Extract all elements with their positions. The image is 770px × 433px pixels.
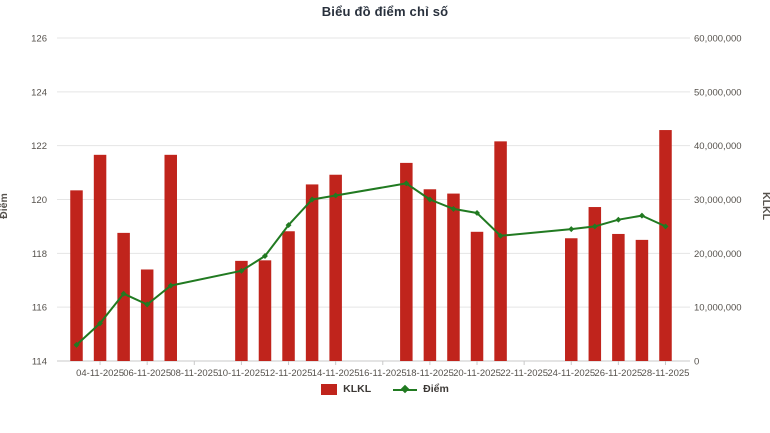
- right-axis-tick-label: 60,000,000: [694, 34, 742, 45]
- diem-point-marker: [568, 226, 575, 233]
- left-axis-tick-label: 120: [31, 195, 47, 206]
- klkl-volume-bar: [612, 233, 625, 361]
- right-axis-tick-label: 30,000,000: [694, 195, 742, 206]
- diem-line-swatch-icon: [393, 384, 418, 395]
- x-axis-tick-label: 14-11-2025: [312, 368, 360, 379]
- left-axis-tick-label: 122: [31, 141, 47, 152]
- left-axis-tick-label: 114: [32, 357, 47, 368]
- klkl-volume-bar: [635, 239, 649, 361]
- right-axis-tick-label: 20,000,000: [694, 249, 742, 260]
- x-axis-tick-label: 04-11-2025: [76, 368, 124, 379]
- left-axis-tick-label: 118: [32, 249, 47, 260]
- legend-item-klkl[interactable]: KLKL: [321, 383, 371, 395]
- klkl-volume-bar: [305, 184, 319, 361]
- klkl-volume-bar: [329, 174, 342, 361]
- right-axis-tick-label: 0: [694, 357, 699, 368]
- x-axis-tick-label: 22-11-2025: [500, 368, 548, 379]
- left-axis-tick-label: 126: [31, 34, 47, 45]
- legend-klkl-label: KLKL: [343, 383, 372, 395]
- diem-point-marker: [615, 216, 622, 223]
- x-axis-tick-label: 16-11-2025: [359, 368, 407, 379]
- legend-item-diem[interactable]: Điểm: [393, 383, 449, 395]
- klkl-volume-bar: [470, 231, 484, 361]
- x-axis-tick-label: 28-11-2025: [642, 368, 690, 379]
- klkl-bar-swatch-icon: [321, 383, 338, 395]
- chart-title: Biểu đồ điểm chỉ số: [321, 4, 449, 19]
- left-axis-tick-label: 124: [31, 87, 47, 98]
- x-axis-tick-label: 20-11-2025: [453, 368, 501, 379]
- klkl-volume-bar: [235, 260, 248, 361]
- diem-index-line: [75, 182, 667, 346]
- legend-diem-label: Điểm: [423, 383, 449, 395]
- klkl-volume-bar: [164, 154, 177, 361]
- right-axis-tick-label: 50,000,000: [694, 87, 742, 98]
- chart-legend: KLKL Điểm: [0, 383, 770, 395]
- x-axis-tick-label: 18-11-2025: [406, 368, 454, 379]
- diem-point-marker: [638, 212, 645, 219]
- klkl-volume-bar: [140, 269, 154, 361]
- x-axis-tick-label: 24-11-2025: [547, 368, 595, 379]
- left-axis-tick-label: 116: [32, 303, 47, 314]
- klkl-volume-bar: [93, 154, 107, 361]
- right-axis-tick-label: 40,000,000: [694, 141, 742, 152]
- right-axis-title: KLKL: [760, 192, 770, 220]
- klkl-volume-bar: [588, 207, 602, 361]
- klkl-volume-bar: [282, 231, 295, 361]
- x-axis-tick-label: 26-11-2025: [594, 368, 642, 379]
- left-axis-title: Điểm: [0, 193, 10, 219]
- klkl-volume-bar: [659, 130, 672, 361]
- klkl-volume-bar: [400, 162, 413, 361]
- x-axis-tick-label: 08-11-2025: [170, 368, 218, 379]
- x-axis-tick-label: 12-11-2025: [265, 368, 313, 379]
- klkl-volume-bar: [423, 189, 437, 361]
- x-axis-tick-label: 06-11-2025: [123, 368, 171, 379]
- right-axis-tick-label: 10,000,000: [694, 303, 742, 314]
- klkl-volume-bar: [565, 238, 578, 361]
- x-axis-tick-label: 10-11-2025: [217, 368, 265, 379]
- klkl-volume-bar: [447, 193, 460, 361]
- klkl-volume-bar: [258, 260, 272, 361]
- klkl-volume-bar: [70, 190, 83, 361]
- klkl-volume-bar: [117, 232, 130, 361]
- klkl-volume-bar: [494, 141, 507, 361]
